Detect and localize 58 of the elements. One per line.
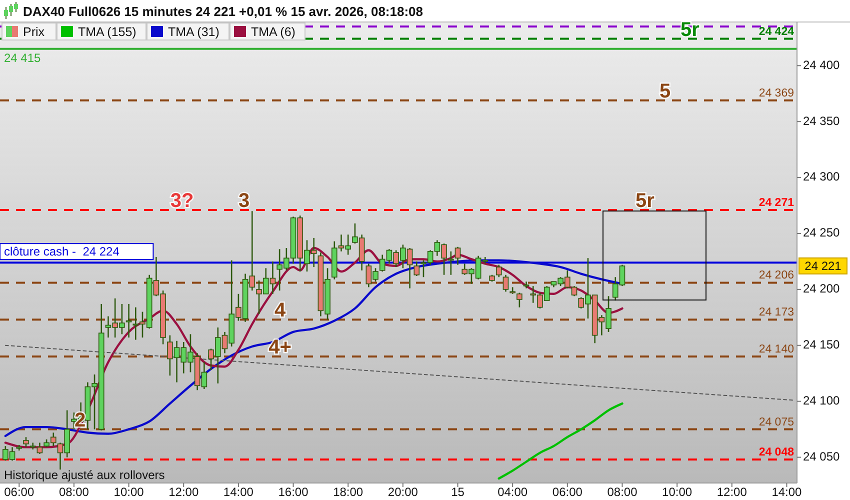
ref-line-label: 24 415 xyxy=(4,50,42,65)
y-tick-label: 24 050 xyxy=(803,449,840,464)
x-tick-label: 20:00 xyxy=(388,485,418,499)
x-tick-label: 06:00 xyxy=(4,485,34,499)
x-tick-label: 14:00 xyxy=(772,485,802,499)
text: 24 221 xyxy=(804,259,842,274)
annotation: 5r xyxy=(636,190,655,212)
y-tick-label: 24 100 xyxy=(803,393,840,408)
ref-line-label: 24 206 xyxy=(758,270,794,282)
x-tick-label: 10:00 xyxy=(114,485,144,499)
annotation: 3 xyxy=(238,190,250,212)
candlestick xyxy=(454,246,461,266)
x-tick-label: 06:00 xyxy=(552,485,583,499)
y-tick-label: 24 200 xyxy=(803,282,840,296)
ref-line-label: 24 271 xyxy=(758,196,795,209)
annotation: Historique ajusté aux rollovers xyxy=(4,468,165,482)
ref-line-label: 24 075 xyxy=(758,416,794,428)
legend-label: Prix xyxy=(23,25,46,39)
legend-label: TMA (6) xyxy=(251,25,296,39)
candlestick xyxy=(502,274,509,292)
x-tick-label: 08:00 xyxy=(607,485,638,499)
y-tick-label: 24 300 xyxy=(803,170,840,184)
chart-title: DAX40 Full0626 15 minutes 24 221 +0,01 % 15 avr. 2026, 08:18:08 xyxy=(23,4,424,19)
candlestick xyxy=(23,436,29,448)
y-tick-label: 24 400 xyxy=(803,58,840,72)
x-tick-label: 08:00 xyxy=(58,485,90,499)
x-tick-label: 10:00 xyxy=(662,485,692,499)
candlestick xyxy=(414,260,420,277)
ref-line-label: 24 048 xyxy=(758,446,795,458)
ref-line-label: 24 424 xyxy=(758,26,795,38)
x-tick-label: 04:00 xyxy=(498,485,528,499)
x-tick-label: 16:00 xyxy=(278,485,309,499)
x-tick-label: 14:00 xyxy=(223,485,254,499)
legend-label: TMA (155) xyxy=(78,25,136,39)
ref-line-label: 24 369 xyxy=(758,87,794,100)
x-tick-label: 12:00 xyxy=(168,485,199,499)
annotation: 5r xyxy=(680,18,700,41)
annotation: 3? xyxy=(170,190,194,212)
ref-line-label: 24 173 xyxy=(758,306,794,319)
x-tick-label: 15 xyxy=(451,485,465,499)
y-tick-label: 24 150 xyxy=(803,338,840,352)
x-tick-label: 18:00 xyxy=(333,485,364,499)
annotation: 4 xyxy=(274,300,286,322)
annotation: 4+ xyxy=(268,336,292,359)
y-tick-label: 24 250 xyxy=(803,226,840,240)
legend-label: TMA (31) xyxy=(168,25,220,39)
candlestick xyxy=(516,292,522,308)
annotation: 2 xyxy=(74,409,86,432)
candlestick xyxy=(448,250,454,276)
candlestick xyxy=(126,303,132,338)
x-tick-label: 12:00 xyxy=(716,485,748,499)
candlestick xyxy=(496,264,502,278)
line-series xyxy=(498,402,624,480)
ref-line-label: clôture cash - 24 224 xyxy=(4,244,120,259)
annotation: 5 xyxy=(659,80,671,102)
candlestick xyxy=(71,412,77,430)
ref-line-label: 24 140 xyxy=(758,344,794,356)
y-tick-label: 24 350 xyxy=(803,114,840,128)
